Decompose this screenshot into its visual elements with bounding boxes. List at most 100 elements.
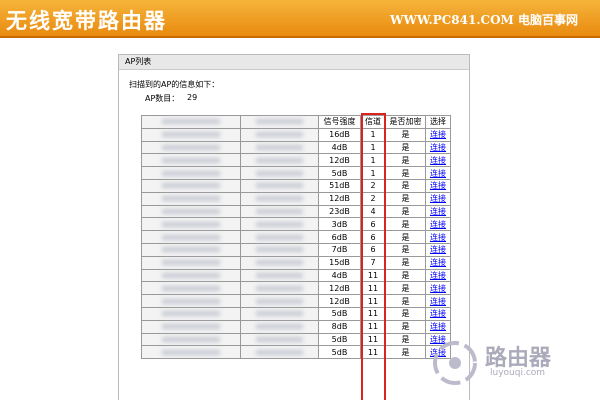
cell: 11 [360,345,386,360]
connect-link[interactable]: 连接 [430,168,446,178]
ap-row: 12dB 1 是连接 [141,153,451,168]
blurred-cell [141,268,241,283]
blurred-cell [141,127,241,142]
cell: 23dB [318,204,361,219]
blurred-cell [240,332,319,347]
cell: 6 [360,230,386,244]
blurred-text [161,272,221,278]
cell: 连接 [425,178,451,193]
blurred-text [161,260,221,266]
connect-link[interactable]: 连接 [430,155,446,165]
cell: 3dB [318,217,361,232]
connect-link[interactable]: 连接 [430,270,446,280]
connect-link[interactable]: 连接 [430,130,446,140]
blurred-text [161,311,221,317]
cell: 11 [360,319,386,334]
column-header: 选择 [425,115,451,129]
cell: 1 [360,127,386,142]
cell: 是 [385,255,426,270]
ap-row: 51dB 2 是连接 [141,178,451,193]
ap-row: 4dB 11 是连接 [141,268,451,283]
blurred-text [256,208,303,214]
blurred-cell [240,178,319,193]
cell: 连接 [425,294,451,308]
banner: 无线宽带路由器 WWW.PC841.COM 电脑百事网 [0,0,600,38]
blurred-cell [141,294,241,308]
cell: 是 [385,191,426,206]
blurred-cell [141,306,241,321]
connect-link[interactable]: 连接 [430,142,446,152]
watermark-logo [433,341,477,385]
column-header: 信号强度 [318,115,361,129]
blurred-text [256,311,303,317]
connect-link[interactable]: 连接 [430,219,446,229]
cell: 5dB [318,332,361,347]
blurred-text [161,196,221,202]
blurred-cell [240,345,319,360]
cell: 是 [385,153,426,168]
connect-link[interactable]: 连接 [430,283,446,293]
cell: 连接 [425,306,451,321]
ap-row: 4dB 1 是连接 [141,140,451,155]
connect-link[interactable]: 连接 [430,245,446,255]
cell: 是 [385,268,426,283]
cell: 是 [385,204,426,219]
connect-link[interactable]: 连接 [430,296,446,306]
connect-link[interactable]: 连接 [430,232,446,242]
connect-link[interactable]: 连接 [430,258,446,268]
cell: 是 [385,294,426,308]
watermark: 路由器 luyouqi.com [430,338,590,388]
ap-row: 8dB 11 是连接 [141,319,451,334]
blurred-text [161,349,221,355]
blurred-text [161,144,221,150]
cell: 连接 [425,281,451,296]
blurred-cell [240,140,319,155]
blurred-cell [141,178,241,193]
connect-link[interactable]: 连接 [430,194,446,204]
banner-site: WWW.PC841.COM 电脑百事网 [389,13,578,27]
cell: 是 [385,281,426,296]
blurred-text [256,170,303,176]
blurred-cell [240,242,319,257]
blurred-text [256,247,303,253]
cell: 是 [385,306,426,321]
cell: 连接 [425,127,451,142]
blurred-text [256,196,303,202]
blurred-cell [240,166,319,180]
cell: 是 [385,230,426,244]
connect-link[interactable]: 连接 [430,334,446,344]
blurred-text [256,260,303,266]
connect-link[interactable]: 连接 [430,322,446,332]
blurred-cell [141,153,241,168]
blurred-text [161,324,221,330]
cell: 12dB [318,294,361,308]
cell: 5dB [318,345,361,360]
blurred-text [256,144,303,150]
blurred-text [161,285,221,291]
cell: 是 [385,178,426,193]
count-label: AP数目： [145,94,180,103]
connect-link[interactable]: 连接 [430,206,446,216]
cell: 12dB [318,281,361,296]
blurred-cell [141,319,241,334]
connect-link[interactable]: 连接 [430,181,446,191]
connect-link[interactable]: 连接 [430,347,446,357]
blurred-text [256,285,303,291]
blurred-cell [240,153,319,168]
blurred-text [256,221,303,227]
blurred-cell [240,306,319,321]
connect-link[interactable]: 连接 [430,309,446,319]
blurred-text [161,298,221,304]
cell: 4 [360,204,386,219]
cell: 连接 [425,153,451,168]
blurred-cell [240,191,319,206]
cell: 2 [360,178,386,193]
cell: 6dB [318,230,361,244]
banner-title: 无线宽带路由器 [6,9,167,33]
cell: 是 [385,319,426,334]
panel-title: AP列表 [119,55,469,70]
blurred-cell [141,345,241,360]
ap-row: 5dB 11 是连接 [141,345,451,360]
ap-row: 7dB 6 是连接 [141,242,451,257]
ap-row: 5dB 11 是连接 [141,332,451,347]
